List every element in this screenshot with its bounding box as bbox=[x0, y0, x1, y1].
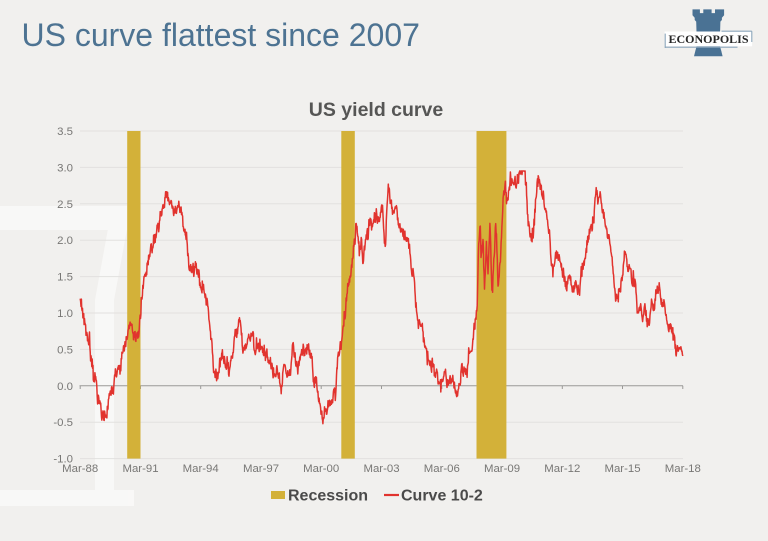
svg-text:US yield curve: US yield curve bbox=[309, 99, 444, 121]
svg-text:ECONOPOLIS: ECONOPOLIS bbox=[668, 32, 748, 46]
svg-text:3.0: 3.0 bbox=[57, 162, 73, 174]
svg-text:Mar-00: Mar-00 bbox=[303, 463, 339, 475]
svg-text:2.0: 2.0 bbox=[57, 235, 73, 247]
svg-text:Mar-91: Mar-91 bbox=[122, 463, 158, 475]
svg-text:0.5: 0.5 bbox=[57, 344, 73, 356]
svg-text:-1.0: -1.0 bbox=[53, 454, 73, 466]
svg-text:Mar-18: Mar-18 bbox=[665, 463, 701, 475]
svg-text:Mar-88: Mar-88 bbox=[62, 463, 98, 475]
svg-text:Mar-12: Mar-12 bbox=[544, 463, 580, 475]
svg-text:Mar-94: Mar-94 bbox=[183, 463, 219, 475]
svg-text:0.0: 0.0 bbox=[57, 381, 73, 393]
svg-text:-0.5: -0.5 bbox=[53, 417, 73, 429]
svg-text:Recession: Recession bbox=[288, 488, 368, 505]
svg-text:Curve 10-2: Curve 10-2 bbox=[401, 488, 483, 505]
svg-text:3.5: 3.5 bbox=[57, 126, 73, 138]
svg-text:1.5: 1.5 bbox=[57, 272, 73, 284]
svg-text:Mar-03: Mar-03 bbox=[363, 463, 399, 475]
svg-text:Mar-09: Mar-09 bbox=[484, 463, 520, 475]
svg-text:Mar-97: Mar-97 bbox=[243, 463, 279, 475]
svg-text:Mar-06: Mar-06 bbox=[424, 463, 460, 475]
svg-text:2.5: 2.5 bbox=[57, 199, 73, 211]
svg-text:Mar-15: Mar-15 bbox=[604, 463, 640, 475]
svg-text:1.0: 1.0 bbox=[57, 308, 73, 320]
